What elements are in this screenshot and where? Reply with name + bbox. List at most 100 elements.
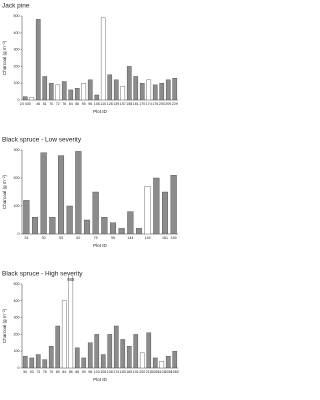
bar xyxy=(135,228,143,234)
bars xyxy=(23,151,177,234)
x-tick-label: 98 xyxy=(88,370,92,374)
x-tick-label: 95 xyxy=(111,236,115,240)
bar xyxy=(87,342,93,368)
bar xyxy=(153,177,160,234)
x-tick-label: 174 xyxy=(146,102,152,106)
x-tick-label: 90 xyxy=(82,370,86,374)
bar xyxy=(81,83,87,100)
x-tick-label: 161 xyxy=(133,102,139,106)
y-tick-label: 400 xyxy=(14,299,20,303)
x-tick-label: 185 xyxy=(126,370,132,374)
bar xyxy=(35,354,41,368)
bar xyxy=(146,79,152,100)
x-tick-label: 75 xyxy=(94,236,98,240)
x-tick-label: 53 xyxy=(30,370,34,374)
x-tick-label: 191 xyxy=(133,370,139,374)
bar xyxy=(146,332,152,368)
x-tick-label: 180 xyxy=(120,370,126,374)
bar xyxy=(75,151,82,234)
y-tick-label: 200 xyxy=(14,64,20,68)
bar xyxy=(172,351,178,368)
x-tick-label: 86 xyxy=(75,102,79,106)
bar xyxy=(120,86,126,100)
value-label: 860 xyxy=(67,277,75,282)
chart-title: Jack pine xyxy=(2,3,30,10)
y-tick-label: 200 xyxy=(14,176,20,180)
bar xyxy=(152,84,158,100)
bar xyxy=(68,276,74,368)
x-tick-label: 157 xyxy=(120,102,126,106)
bar xyxy=(107,334,113,368)
x-tick-label: 110 xyxy=(100,102,106,106)
x-tick-label: 76 xyxy=(62,102,66,106)
x-tick-label: 86 xyxy=(69,370,73,374)
x-tick-label: 76 xyxy=(43,370,47,374)
x-tick-label: 84 xyxy=(62,370,66,374)
bar xyxy=(22,96,28,100)
bar xyxy=(165,79,171,100)
bar xyxy=(23,200,30,234)
x-axis-label: Plot ID xyxy=(93,377,107,382)
bar xyxy=(48,345,54,368)
x-tick-label: 1060 xyxy=(171,370,179,374)
x-tick-label: 176 xyxy=(152,102,158,106)
bar xyxy=(126,66,132,100)
chart-title: Black spruce - Low severity xyxy=(2,137,82,144)
bar xyxy=(113,79,119,100)
bar xyxy=(152,357,158,368)
y-tick-label: 100 xyxy=(14,81,20,85)
x-tick-label: 158 xyxy=(126,102,132,106)
y-axis-label: Charcoal (g m⁻²) xyxy=(2,308,7,343)
y-tick-label: 0 xyxy=(18,366,20,370)
x-tick-label: 50 xyxy=(23,370,27,374)
bar xyxy=(170,175,177,234)
bar xyxy=(133,76,139,100)
bar xyxy=(139,83,145,100)
bar xyxy=(81,357,87,368)
x-tick-label: 139 xyxy=(113,102,119,106)
bar xyxy=(107,74,113,100)
x-tick-label: 149 xyxy=(145,236,151,240)
x-tick-label: 108 xyxy=(107,370,113,374)
bar xyxy=(83,219,91,234)
x-tick-label: 96 xyxy=(88,102,92,106)
x-tick-label: 62 xyxy=(76,236,80,240)
x-tick-label: 106 xyxy=(94,102,100,106)
bars xyxy=(22,17,178,100)
bar xyxy=(61,300,67,368)
bar xyxy=(165,356,171,368)
y-tick-label: 100 xyxy=(14,349,20,353)
bar xyxy=(29,357,35,368)
bar xyxy=(92,191,99,234)
bar xyxy=(66,205,73,234)
x-axis-label: Plot ID xyxy=(93,243,107,248)
bar xyxy=(42,76,48,100)
y-tick-label: 0 xyxy=(18,98,20,102)
y-tick-label: 300 xyxy=(14,148,20,152)
x-tick-label: 30 xyxy=(42,236,46,240)
x-tick-label: 88 xyxy=(75,370,79,374)
bar xyxy=(42,359,48,368)
x-tick-label: 73 xyxy=(36,370,40,374)
bar xyxy=(49,217,56,234)
x-tick-label: 215 xyxy=(146,370,152,374)
bar xyxy=(161,191,169,234)
x-tick-label: 126 xyxy=(107,102,113,106)
bar xyxy=(29,97,35,100)
x-tick-label: 72 xyxy=(56,102,60,106)
x-tick-label: 53 xyxy=(59,236,63,240)
x-tick-label: 200 xyxy=(159,102,165,106)
bar xyxy=(61,81,67,100)
y-axis-label: Charcoal (g m⁻²) xyxy=(2,40,7,75)
x-tick-label: 103 xyxy=(94,370,100,374)
y-tick-label: 300 xyxy=(14,48,20,52)
bar xyxy=(100,17,106,100)
bar xyxy=(87,79,93,100)
x-axis-label: Plot ID xyxy=(93,109,107,114)
x-tick-label: 174 xyxy=(113,370,119,374)
bar xyxy=(139,352,145,368)
bar xyxy=(31,217,39,234)
bar xyxy=(144,186,151,234)
y-tick-label: 100 xyxy=(14,204,20,208)
x-tick-label: 24 xyxy=(24,236,28,240)
